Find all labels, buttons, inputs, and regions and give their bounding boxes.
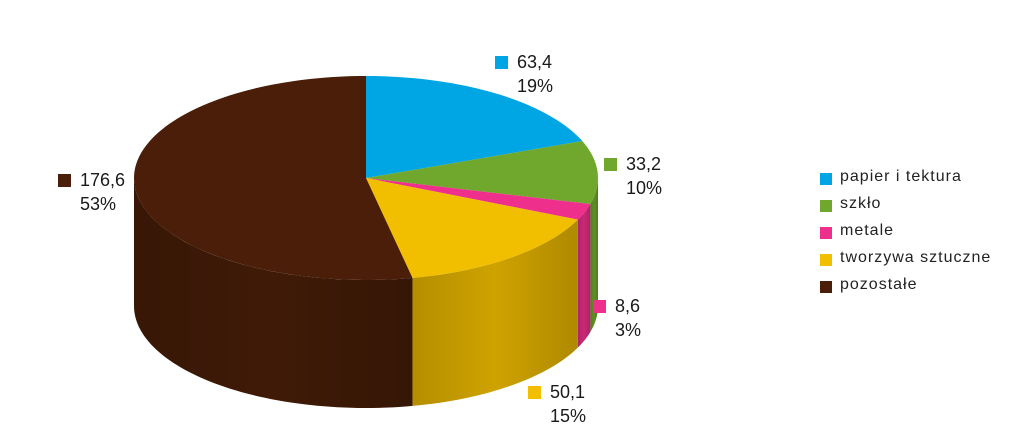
data-label-szklo: 33,2 10% (604, 152, 663, 200)
pie-slice-tworzywa (366, 178, 578, 278)
value-pozostale: 176,6 (80, 170, 126, 190)
percent-papier: 19% (517, 76, 554, 96)
data-label-pozostale: 176,6 53% (58, 168, 126, 216)
legend-item-metale: metale (820, 222, 991, 249)
value-metale: 8,6 (615, 296, 641, 316)
legend-label-pozostale: pozostałe (840, 276, 918, 293)
legend-label-papier: papier i tektura (840, 168, 962, 185)
swatch-metale (593, 300, 606, 313)
legend-item-papier: papier i tektura (820, 168, 991, 195)
pie-slice-papier (366, 76, 583, 178)
data-label-papier: 63,4 19% (495, 50, 554, 98)
percent-metale: 3% (615, 320, 642, 340)
legend-swatch-metale (820, 227, 832, 239)
legend: papier i tektura szkło metale tworzywa s… (820, 168, 991, 303)
legend-label-tworzywa: tworzywa sztuczne (840, 249, 992, 266)
swatch-szklo (604, 158, 617, 171)
swatch-papier (495, 56, 508, 69)
legend-item-szklo: szkło (820, 195, 991, 222)
legend-swatch-szklo (820, 200, 832, 212)
percent-tworzywa: 15% (550, 406, 587, 426)
legend-swatch-tworzywa (820, 254, 832, 266)
pie-side-shade-szklo (590, 178, 598, 333)
legend-label-metale: metale (840, 222, 895, 239)
value-tworzywa: 50,1 (550, 382, 586, 402)
pie-side-shade-metale (577, 204, 591, 348)
pie-slice-metale (366, 178, 591, 220)
legend-item-pozostale: pozostałe (820, 276, 991, 303)
data-label-tworzywa: 50,1 15% (528, 380, 587, 428)
percent-pozostale: 53% (80, 194, 117, 214)
percent-szklo: 10% (626, 178, 663, 198)
swatch-pozostale (58, 174, 71, 187)
value-szklo: 33,2 (626, 154, 662, 174)
data-label-metale: 8,6 3% (593, 294, 642, 342)
legend-swatch-papier (820, 173, 832, 185)
pie-side-shade-pozostale (134, 178, 413, 408)
pie-slice-szklo (366, 141, 598, 205)
legend-item-tworzywa: tworzywa sztuczne (820, 249, 991, 276)
swatch-tworzywa (528, 386, 541, 399)
legend-swatch-pozostale (820, 281, 832, 293)
value-papier: 63,4 (517, 52, 553, 72)
pie-side-shade-tworzywa (412, 219, 578, 406)
legend-label-szklo: szkło (840, 195, 882, 212)
pie-slice-pozostale (134, 76, 413, 280)
